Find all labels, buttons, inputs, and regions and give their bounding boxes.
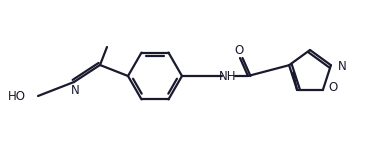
Text: O: O [235, 43, 244, 56]
Text: N: N [70, 84, 79, 96]
Text: O: O [328, 81, 337, 94]
Text: NH: NH [219, 69, 237, 82]
Text: HO: HO [8, 90, 26, 103]
Text: N: N [338, 60, 347, 73]
